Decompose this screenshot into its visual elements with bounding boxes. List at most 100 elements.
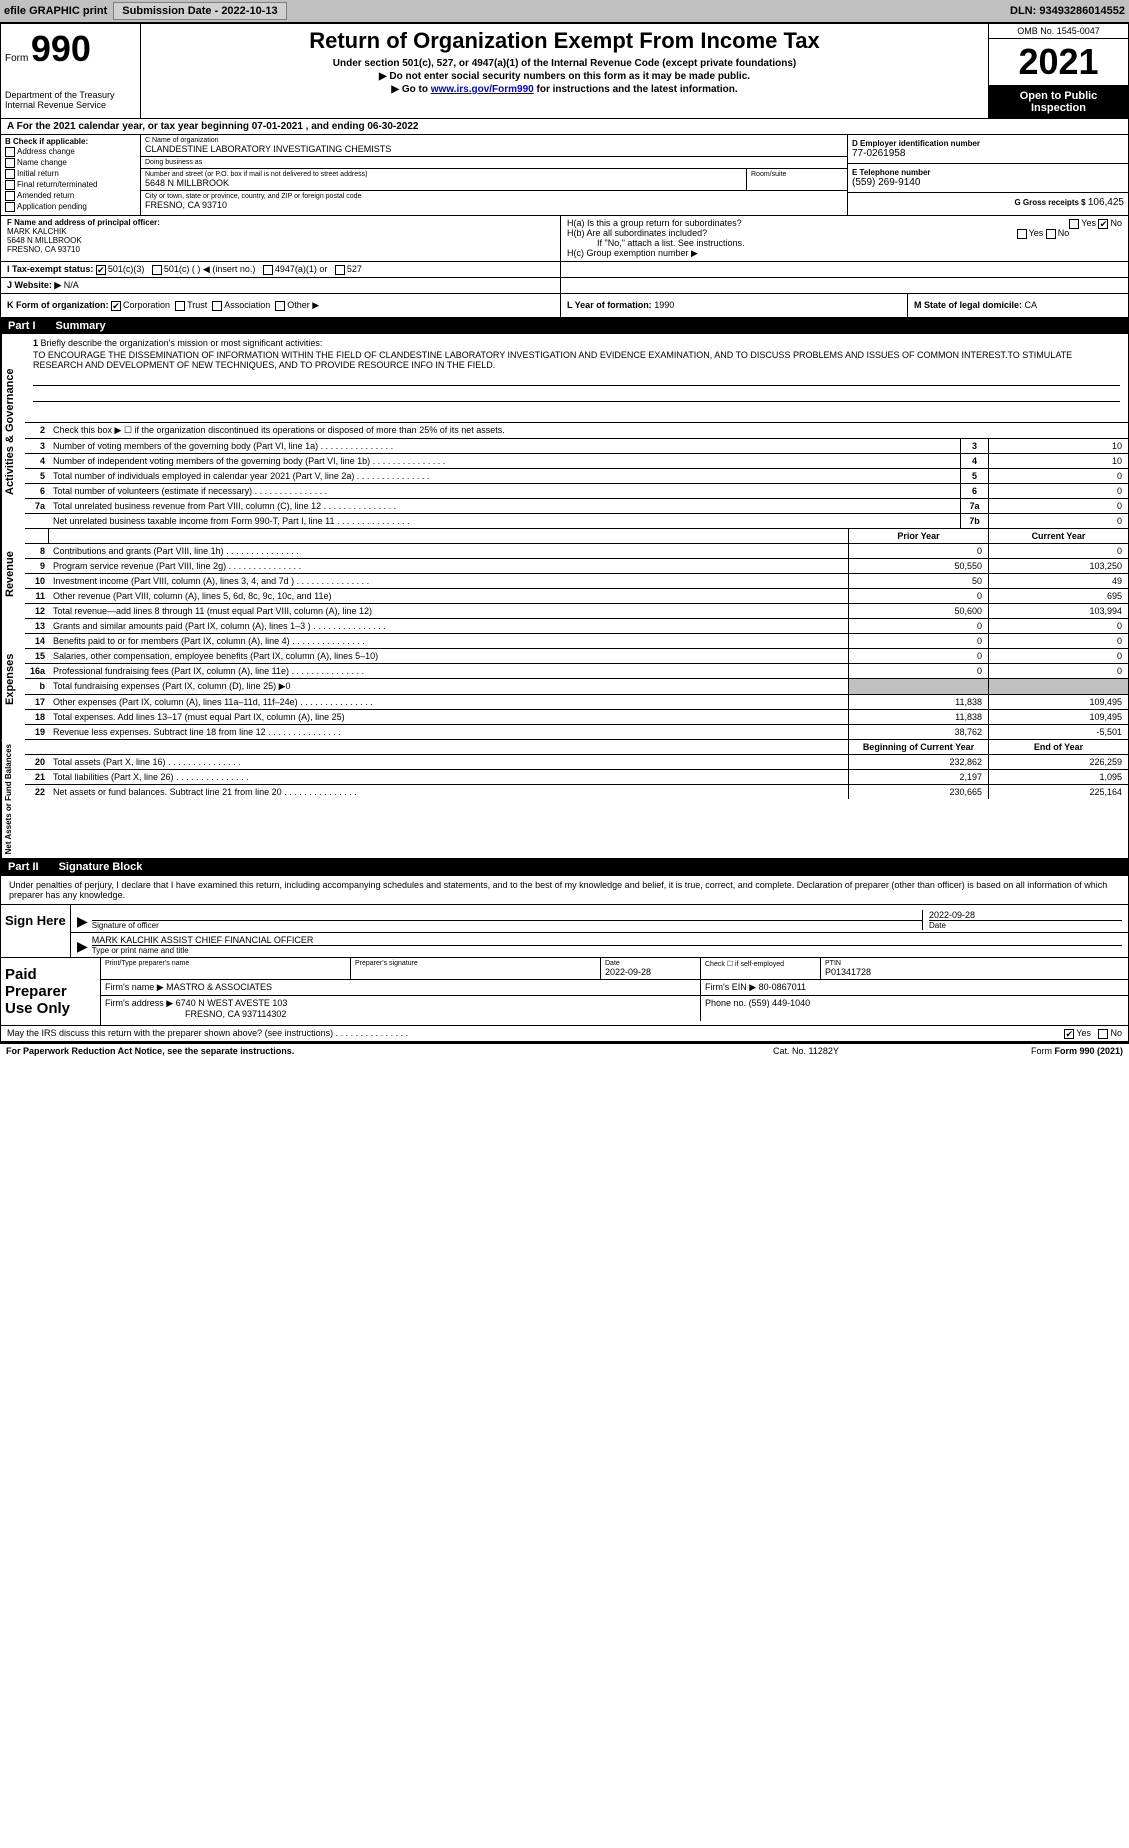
check-amended-return[interactable]: Amended return — [5, 191, 136, 201]
hb-no-checkbox[interactable] — [1046, 229, 1056, 239]
netassets-side-label: Net Assets or Fund Balances — [1, 740, 25, 858]
line-4-val: 10 — [988, 454, 1128, 468]
line-15: 15 Salaries, other compensation, employe… — [25, 649, 1128, 664]
principal-officer-addr1: 5648 N MILLBROOK — [7, 236, 554, 245]
line-20-prior: 232,862 — [848, 755, 988, 769]
line-11-curr: 695 — [988, 589, 1128, 603]
block-d: D Employer identification number 77-0261… — [848, 135, 1128, 215]
ein-value: 77-0261958 — [852, 148, 1124, 159]
hb-yes-checkbox[interactable] — [1017, 229, 1027, 239]
submission-date-button[interactable]: Submission Date - 2022-10-13 — [113, 2, 286, 20]
discuss-yes: Yes — [1076, 1028, 1091, 1038]
line-13-desc: Grants and similar amounts paid (Part IX… — [49, 619, 848, 633]
name-title-value: MARK KALCHIK ASSIST CHIEF FINANCIAL OFFI… — [92, 935, 1122, 946]
ha-no-checkbox[interactable] — [1098, 219, 1108, 229]
part-1-header: Part I Summary — [0, 318, 1129, 334]
check-name-change[interactable]: Name change — [5, 158, 136, 168]
ptin-value: P01341728 — [825, 967, 1124, 977]
prep-date-value: 2022-09-28 — [605, 967, 696, 977]
line-2-num: 2 — [25, 423, 49, 438]
line-11-prior: 0 — [848, 589, 988, 603]
form-subtitle-1: Under section 501(c), 527, or 4947(a)(1)… — [145, 58, 984, 69]
check-address-change[interactable]: Address change — [5, 147, 136, 157]
discuss-checkboxes: Yes No — [1064, 1028, 1122, 1039]
opt-assoc: Association — [224, 300, 270, 310]
line-22-num: 22 — [25, 785, 49, 799]
year-hdr-na-spacer — [25, 740, 848, 754]
row-j: J Website: ▶ N/A — [0, 278, 1129, 294]
firm-name-label: Firm's name ▶ — [105, 982, 164, 992]
block-f: F Name and address of principal officer:… — [1, 216, 561, 261]
firm-addr2-value: FRESNO, CA 937114302 — [105, 1009, 696, 1019]
part-1-title: Summary — [56, 320, 106, 332]
line-10-prior: 50 — [848, 574, 988, 588]
line-a-mid: , and ending — [306, 121, 368, 132]
line-3: 3 Number of voting members of the govern… — [25, 439, 1128, 454]
form-word: Form — [5, 53, 28, 64]
officer-sig-line: ▶ Signature of officer 2022-09-28 Date — [71, 905, 1128, 933]
block-k: K Form of organization: Corporation Trus… — [1, 294, 561, 317]
corp-checkbox[interactable] — [111, 301, 121, 311]
subtitle3-pre: ▶ Go to — [391, 84, 430, 95]
line-6-desc: Total number of volunteers (estimate if … — [49, 484, 960, 498]
check-final-return[interactable]: Final return/terminated — [5, 180, 136, 190]
line-a-calendar-year: A For the 2021 calendar year, or tax yea… — [0, 119, 1129, 134]
opt-corp: Corporation — [123, 300, 170, 310]
street-row: Number and street (or P.O. box if mail i… — [141, 169, 847, 191]
part-2-header: Part II Signature Block — [0, 859, 1129, 875]
opt-trust: Trust — [187, 300, 207, 310]
opt-other: Other ▶ — [287, 300, 319, 310]
officer-signature-field[interactable] — [92, 907, 922, 921]
line-17-num: 17 — [25, 695, 49, 709]
opt-501c: 501(c) ( ) ◀ (insert no.) — [164, 264, 255, 274]
block-l: L Year of formation: 1990 — [561, 294, 908, 317]
501c-checkbox[interactable] — [152, 265, 162, 275]
line-11: 11 Other revenue (Part VIII, column (A),… — [25, 589, 1128, 604]
website-label: J Website: ▶ — [7, 280, 61, 290]
assoc-checkbox[interactable] — [212, 301, 222, 311]
org-name-label: C Name of organization — [145, 137, 843, 144]
line-8-curr: 0 — [988, 544, 1128, 558]
ha-yes-checkbox[interactable] — [1069, 219, 1079, 229]
year-header-revenue: Prior Year Current Year — [25, 529, 1128, 544]
line-3-val: 10 — [988, 439, 1128, 453]
line-5: 5 Total number of individuals employed i… — [25, 469, 1128, 484]
open-to-public: Open to Public Inspection — [989, 86, 1128, 118]
other-checkbox[interactable] — [275, 301, 285, 311]
line-3-num: 3 — [25, 439, 49, 453]
gross-label: G Gross receipts $ — [1014, 198, 1085, 207]
line-8-prior: 0 — [848, 544, 988, 558]
form-subtitle-2: ▶ Do not enter social security numbers o… — [145, 71, 984, 82]
line-7b-val: 0 — [988, 514, 1128, 528]
line-16a: 16a Professional fundraising fees (Part … — [25, 664, 1128, 679]
principal-officer-name: MARK KALCHIK — [7, 227, 554, 236]
mission-num: 1 — [33, 338, 38, 348]
paid-preparer-block: Paid Preparer Use Only Print/Type prepar… — [0, 958, 1129, 1026]
line-22: 22 Net assets or fund balances. Subtract… — [25, 785, 1128, 799]
line-4-box: 4 — [960, 454, 988, 468]
discuss-yes-checkbox[interactable] — [1064, 1029, 1074, 1039]
hb-note: If "No," attach a list. See instructions… — [567, 238, 1122, 248]
line-a-begin-date: 07-01-2021 — [252, 121, 303, 132]
501c3-checkbox[interactable] — [96, 265, 106, 275]
check-initial-return[interactable]: Initial return — [5, 169, 136, 179]
line-9-curr: 103,250 — [988, 559, 1128, 573]
4947-checkbox[interactable] — [263, 265, 273, 275]
check-application-pending[interactable]: Application pending — [5, 202, 136, 212]
line-15-curr: 0 — [988, 649, 1128, 663]
irs-link[interactable]: www.irs.gov/Form990 — [431, 84, 534, 95]
tax-year: 2021 — [989, 39, 1128, 86]
phone-label: E Telephone number — [852, 168, 1124, 177]
discuss-no-checkbox[interactable] — [1098, 1029, 1108, 1039]
governance-section: Activities & Governance 1 Briefly descri… — [0, 334, 1129, 529]
line-2-desc: Check this box ▶ ☐ if the organization d… — [49, 423, 1128, 438]
part-1-num: Part I — [8, 320, 36, 332]
part-2-num: Part II — [8, 861, 39, 873]
527-checkbox[interactable] — [335, 265, 345, 275]
line-9-num: 9 — [25, 559, 49, 573]
dba-row: Doing business as — [141, 157, 847, 169]
line-13-num: 13 — [25, 619, 49, 633]
line-18-num: 18 — [25, 710, 49, 724]
line-21: 21 Total liabilities (Part X, line 26) 2… — [25, 770, 1128, 785]
trust-checkbox[interactable] — [175, 301, 185, 311]
